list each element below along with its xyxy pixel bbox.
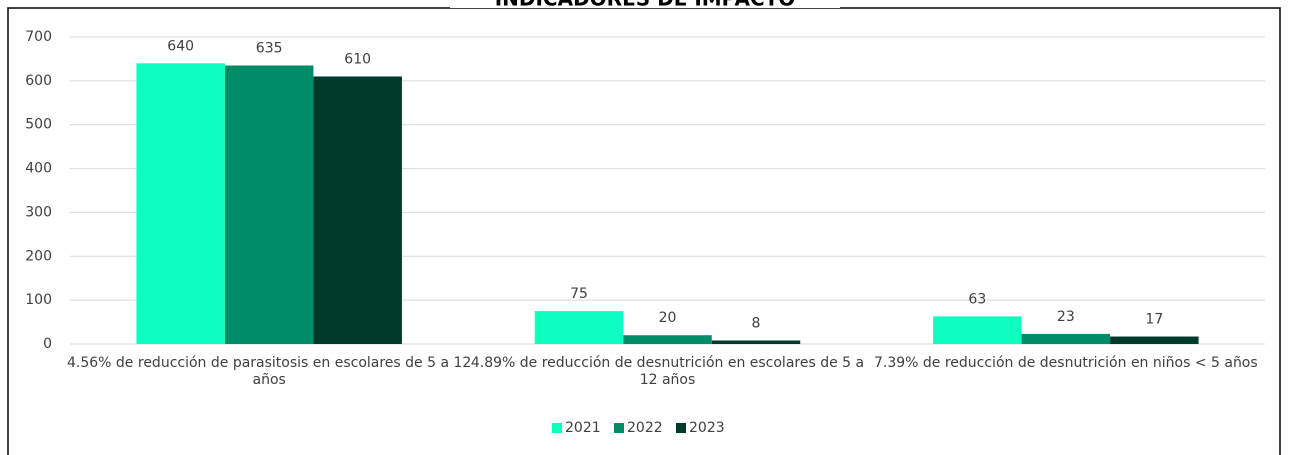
- y-tick-label: 500: [25, 117, 52, 133]
- y-tick-label: 200: [25, 248, 52, 264]
- legend-label: 2021: [565, 420, 601, 436]
- y-tick-label: 0: [43, 336, 52, 352]
- legend-label: 2023: [689, 420, 725, 436]
- bar: [1021, 333, 1111, 344]
- data-label: 635: [256, 41, 283, 57]
- legend-swatch: [614, 423, 624, 433]
- data-label: 20: [659, 310, 677, 326]
- bar: [136, 63, 225, 345]
- bar: [933, 316, 1022, 344]
- bar: [711, 340, 801, 344]
- data-label: 640: [167, 38, 194, 54]
- data-label: 610: [344, 51, 371, 67]
- title-backdrop: [450, 0, 840, 8]
- legend-swatch: [676, 423, 686, 433]
- bar: [1110, 336, 1199, 344]
- x-tick-label: 7.39% de reducción de desnutrición en ni…: [873, 355, 1258, 371]
- data-label: 75: [570, 286, 588, 302]
- y-tick-label: 300: [25, 204, 52, 220]
- data-label: 8: [752, 315, 761, 331]
- y-tick-label: 600: [25, 73, 52, 89]
- data-label: 23: [1057, 309, 1075, 325]
- y-tick-label: 100: [25, 292, 52, 308]
- x-tick-label: 4.56% de reducción de parasitosis en esc…: [67, 355, 472, 388]
- y-tick-label: 400: [25, 161, 52, 177]
- data-label: 17: [1145, 312, 1163, 328]
- data-label: 63: [968, 291, 986, 307]
- bar: [534, 311, 624, 344]
- legend-swatch: [552, 423, 562, 433]
- x-tick-label: 4.89% de reducción de desnutrición en es…: [470, 355, 865, 388]
- bar: [623, 335, 712, 344]
- chart-title: INDICADORES DE IMPACTO: [495, 0, 796, 11]
- bar: [224, 65, 314, 344]
- y-tick-label: 700: [25, 29, 52, 45]
- legend-label: 2022: [627, 420, 663, 436]
- bar: [313, 76, 402, 344]
